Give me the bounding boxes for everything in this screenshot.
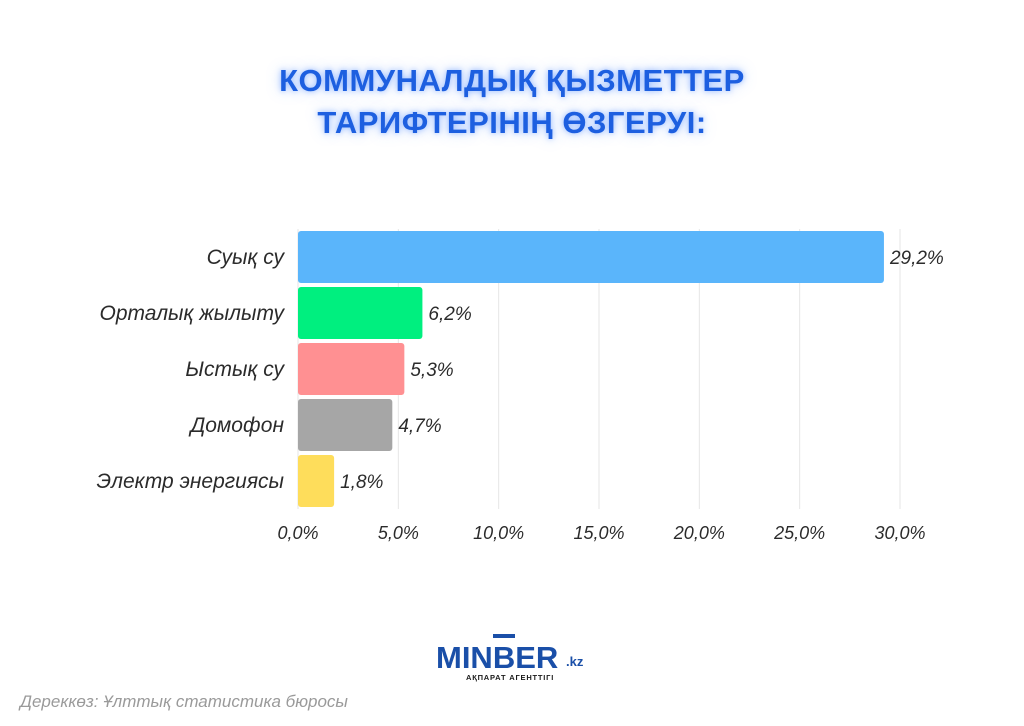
x-tick-label: 25,0%: [773, 523, 825, 543]
category-label: Домофон: [188, 414, 284, 437]
chart-title: КОММУНАЛДЫҚ ҚЫЗМЕТТЕР ТАРИФТЕРІНІҢ ӨЗГЕР…: [0, 60, 1024, 144]
category-label: Ыстық су: [185, 358, 285, 381]
minber-logo: MINBER .kz АҚПАРАТ АГЕНТТІГІ: [436, 630, 596, 686]
bar: [298, 287, 423, 339]
x-tick-label: 0,0%: [277, 523, 318, 543]
bar: [298, 399, 393, 451]
x-tick-label: 5,0%: [378, 523, 419, 543]
chart-title-line-1: КОММУНАЛДЫҚ ҚЫЗМЕТТЕР: [279, 63, 745, 98]
bar: [298, 231, 884, 283]
bar: [298, 455, 335, 507]
category-label: Электр энергиясы: [97, 470, 285, 493]
category-label: Орталық жылыту: [100, 302, 286, 325]
logo-suffix: .kz: [566, 654, 584, 669]
chart-title-line-2: ТАРИФТЕРІНІҢ ӨЗГЕРУІ:: [317, 105, 707, 140]
data-label: 4,7%: [398, 416, 441, 437]
data-label: 1,8%: [340, 472, 383, 493]
logo-name-right: BER: [492, 640, 559, 675]
logo-tagline: АҚПАРАТ АГЕНТТІГІ: [466, 673, 555, 682]
data-label: 5,3%: [410, 360, 453, 381]
source-note: Дереккөз: Ұлттық статистика бюросы: [20, 692, 348, 711]
x-tick-label: 10,0%: [473, 523, 524, 543]
x-tick-label: 30,0%: [874, 523, 925, 543]
logo-wordmark: MINBER: [436, 640, 558, 676]
data-label: 29,2%: [889, 248, 944, 269]
logo-accent-bar: [493, 634, 515, 638]
bar-chart: Суық су 29,2% Орталық жылыту 6,2% Ыстық су 5,…: [97, 229, 944, 543]
category-label: Суық су: [207, 246, 286, 269]
bar: [298, 343, 405, 395]
logo-name-left: MIN: [436, 640, 493, 675]
x-tick-label: 15,0%: [573, 523, 624, 543]
data-label: 6,2%: [428, 304, 471, 325]
x-tick-label: 20,0%: [673, 523, 725, 543]
